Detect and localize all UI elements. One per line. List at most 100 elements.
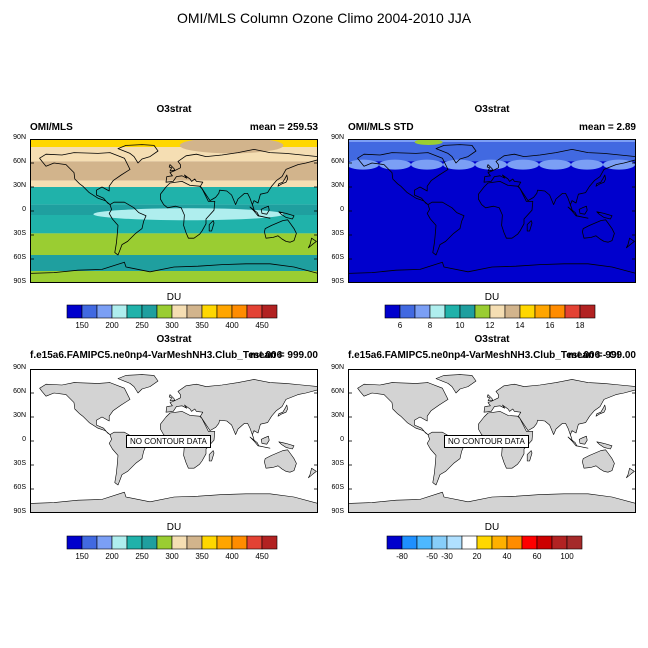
panel-center-title: O3strat — [156, 334, 192, 345]
contour-band — [411, 159, 443, 170]
map-panel-bottom-right — [348, 369, 636, 513]
colorbar-tick-label: 350 — [195, 552, 209, 561]
colorbar-swatch — [81, 535, 98, 550]
continent-australia — [264, 449, 297, 473]
lat-label: 30N — [331, 182, 344, 189]
map-panel-bottom-left — [30, 369, 318, 513]
colorbar-swatch — [66, 304, 83, 319]
lat-label: 60S — [13, 484, 26, 491]
lat-label: 90S — [331, 278, 344, 285]
colorbar-swatch — [519, 304, 536, 319]
colorbar-swatch — [491, 535, 508, 550]
continent-indonesia — [567, 436, 589, 449]
continent-new-guinea — [596, 441, 613, 450]
contour-band — [571, 159, 603, 170]
continent-borneo — [260, 205, 270, 215]
map-panel-top-right — [348, 139, 636, 283]
colorbar-swatch — [156, 535, 173, 550]
colorbar-swatch — [579, 304, 596, 319]
colorbar-tick-label: 150 — [75, 552, 89, 561]
continent-indonesia — [249, 436, 271, 449]
colorbar-swatch — [551, 535, 568, 550]
continent-australia — [581, 219, 615, 243]
colorbar-swatch — [504, 304, 521, 319]
continent-madagascar — [526, 450, 533, 462]
colorbar-swatch — [534, 304, 551, 319]
colorbar-tick-label: -30 — [441, 552, 453, 561]
continent-new-zealand — [625, 237, 635, 249]
colorbar-tick-label: 8 — [427, 321, 433, 330]
colorbar-swatch — [66, 535, 83, 550]
continent-north-america — [39, 382, 131, 435]
continent-borneo — [260, 435, 270, 445]
colorbar-swatch — [474, 304, 491, 319]
panel-left-title: f.e15a6.FAMIPC5.ne0np4-VarMeshNH3.Club_T… — [30, 350, 283, 361]
panel-mean-label: mean = 259.53 — [249, 122, 318, 133]
colorbar-tick-label: 400 — [225, 321, 239, 330]
lat-label: 60N — [13, 158, 26, 165]
colorbar-swatch — [384, 304, 401, 319]
colorbar-tick-label: 16 — [545, 321, 555, 330]
panel-mean-label: mean = 2.89 — [579, 122, 636, 133]
colorbar — [384, 304, 596, 319]
colorbar-tick-label: 12 — [485, 321, 495, 330]
colorbar-swatch — [521, 535, 538, 550]
contour-band — [30, 139, 318, 147]
lat-label: 0 — [22, 206, 26, 213]
colorbar-swatch — [171, 535, 188, 550]
colorbar-swatch — [141, 535, 158, 550]
colorbar-swatch — [564, 304, 581, 319]
colorbar-tick-label: 60 — [532, 552, 542, 561]
colorbar-swatch — [216, 304, 233, 319]
lat-label: 30S — [13, 460, 26, 467]
continent-borneo — [578, 435, 588, 445]
lat-label: 90S — [13, 508, 26, 515]
continent-japan — [277, 174, 289, 187]
colorbar-swatch — [96, 535, 113, 550]
colorbar-swatch — [96, 304, 113, 319]
continent-south-america — [426, 201, 465, 256]
continent-greenland — [117, 144, 159, 164]
continent-antarctica — [30, 491, 318, 513]
continent-new-zealand — [308, 467, 317, 479]
contour-band — [348, 159, 379, 170]
colorbar-tick-label: 300 — [165, 552, 179, 561]
colorbar-swatch — [476, 535, 493, 550]
colorbar-swatch — [141, 304, 158, 319]
panel-left-title: f.e15a6.FAMIPC5.ne0np4-VarMeshNH3.Club_T… — [348, 350, 620, 361]
continent-indonesia — [249, 206, 271, 219]
colorbar-tick-label: -50 — [426, 552, 438, 561]
colorbar-swatch — [431, 535, 448, 550]
panel-mean-label: mean = 999.00 — [249, 350, 318, 361]
colorbar-swatch — [399, 304, 416, 319]
colorbar-tick-label: 100 — [560, 552, 574, 561]
lat-label: 60N — [331, 388, 344, 395]
lat-label: 90N — [331, 134, 344, 141]
panel-mean-label: mean = 999.00 — [567, 350, 636, 361]
continent-borneo — [578, 205, 588, 215]
contour-band — [30, 247, 318, 255]
colorbar — [66, 535, 278, 550]
continent-uk — [168, 394, 176, 402]
continent-madagascar — [208, 220, 215, 232]
lat-label: 90S — [13, 278, 26, 285]
colorbar-tick-label: 450 — [255, 552, 269, 561]
colorbar-swatch — [446, 535, 463, 550]
continent-madagascar — [208, 450, 215, 462]
continent-uk — [168, 164, 176, 172]
lat-label: 60S — [13, 254, 26, 261]
colorbar-swatch — [489, 304, 506, 319]
contour-band — [30, 215, 318, 234]
colorbar-swatch — [246, 304, 263, 319]
contour-band — [30, 180, 318, 187]
panel-center-title: O3strat — [474, 334, 510, 345]
colorbar-tick-label: 200 — [105, 321, 119, 330]
continent-new-zealand — [626, 467, 635, 479]
lat-label: 60S — [331, 254, 344, 261]
colorbar-label: DU — [484, 522, 500, 533]
colorbar-tick-label: 200 — [105, 552, 119, 561]
colorbar-tick-label: 14 — [515, 321, 525, 330]
lat-label: 60N — [331, 158, 344, 165]
continent-greenland — [435, 374, 477, 394]
colorbar-swatch — [261, 304, 278, 319]
